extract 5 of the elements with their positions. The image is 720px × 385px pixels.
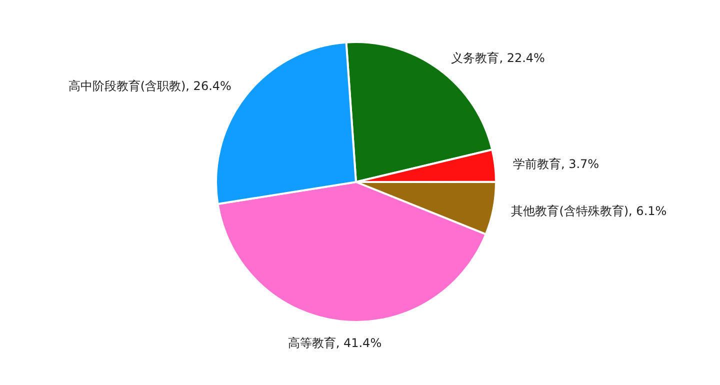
slice-label: 义务教育, 22.4% [451,50,545,65]
slice-label: 高等教育, 41.4% [288,336,382,350]
slice-label: 其他教育(含特殊教育), 6.1% [511,204,667,218]
slice-label: 学前教育, 3.7% [512,157,600,172]
slice-label: 高中阶段教育(含职教), 26.4% [68,79,232,94]
